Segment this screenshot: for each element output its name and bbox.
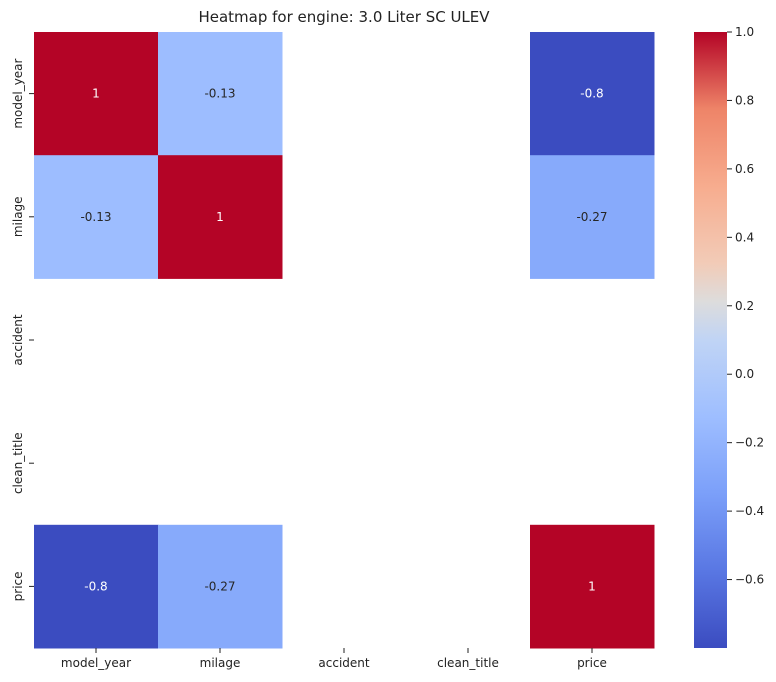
heatmap-annotations: 1 -0.13 -0.8 -0.13 1 -0.27 -0.8 -0.27 1 bbox=[80, 87, 607, 594]
chart-title: Heatmap for engine: 3.0 Liter SC ULEV bbox=[198, 8, 490, 26]
cell-annotation: -0.27 bbox=[204, 579, 235, 593]
x-tick-label: milage bbox=[200, 656, 241, 670]
x-tick-label: model_year bbox=[61, 656, 131, 670]
cell-annotation: -0.27 bbox=[576, 210, 607, 224]
colorbar-tick-label: 0.0 bbox=[735, 367, 754, 381]
colorbar-tick-label: 1.0 bbox=[735, 25, 754, 39]
y-tick-label: accident bbox=[11, 314, 25, 365]
cell-annotation: -0.8 bbox=[84, 579, 107, 593]
y-tick-label: clean_title bbox=[11, 432, 25, 494]
heatmap-cell bbox=[530, 155, 655, 279]
x-tick-label: price bbox=[577, 656, 607, 670]
cell-annotation: -0.8 bbox=[580, 87, 603, 101]
colorbar-tick-label: 0.2 bbox=[735, 299, 754, 313]
colorbar-tick-label: 0.4 bbox=[735, 230, 754, 244]
cell-annotation: -0.13 bbox=[80, 210, 111, 224]
heatmap-cells bbox=[34, 32, 655, 649]
cell-annotation: -0.13 bbox=[204, 87, 235, 101]
heatmap-cell bbox=[158, 155, 283, 279]
cell-annotation: 1 bbox=[588, 579, 596, 593]
colorbar-tick-label: 0.6 bbox=[735, 162, 754, 176]
colorbar-tick-label: 0.8 bbox=[735, 93, 754, 107]
heatmap-cell bbox=[530, 32, 655, 156]
heatmap-cell bbox=[34, 524, 159, 649]
cell-annotation: 1 bbox=[92, 87, 100, 101]
cell-annotation: 1 bbox=[216, 210, 224, 224]
heatmap-cell bbox=[34, 32, 159, 156]
y-tick-label: price bbox=[11, 571, 25, 601]
colorbar: 1.0 0.8 0.6 0.4 0.2 0.0 −0.2 −0.4 −0.6 bbox=[694, 25, 764, 648]
heatmap-cell bbox=[530, 524, 655, 649]
heatmap-cell bbox=[158, 32, 283, 156]
x-tick-label: accident bbox=[318, 656, 369, 670]
heatmap-cell bbox=[34, 155, 159, 279]
colorbar-gradient bbox=[694, 32, 727, 648]
x-axis: model_year milage accident clean_title price bbox=[61, 648, 607, 670]
heatmap-cell bbox=[158, 524, 283, 649]
y-tick-label: milage bbox=[11, 196, 25, 237]
colorbar-tick-label: −0.6 bbox=[735, 573, 764, 587]
colorbar-tick-label: −0.2 bbox=[735, 436, 764, 450]
x-tick-label: clean_title bbox=[437, 656, 499, 670]
y-tick-label: model_year bbox=[11, 58, 25, 128]
colorbar-tick-label: −0.4 bbox=[735, 504, 764, 518]
